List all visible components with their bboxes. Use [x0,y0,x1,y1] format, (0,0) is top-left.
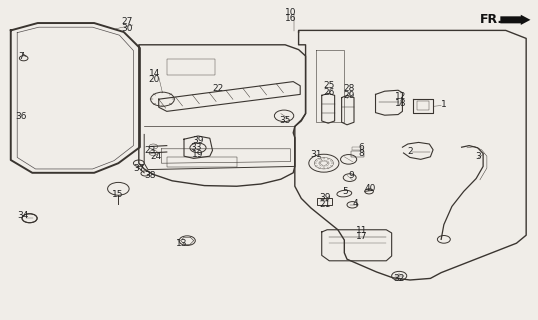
FancyArrow shape [500,15,530,25]
Text: 8: 8 [359,149,364,158]
Bar [167,59,215,75]
Text: 32: 32 [393,274,405,283]
Text: 13: 13 [176,239,188,248]
Text: 5: 5 [343,187,348,196]
Text: 27: 27 [122,17,133,26]
Text: FR.: FR. [480,13,503,26]
Text: 26: 26 [323,88,335,97]
Text: 16: 16 [285,14,296,23]
Text: 39: 39 [320,193,331,202]
Text: 35: 35 [279,116,291,124]
Text: 10: 10 [285,8,296,17]
Text: 19: 19 [192,150,204,159]
Text: 30: 30 [122,24,133,33]
Text: 3: 3 [475,152,480,161]
Text: 6: 6 [359,143,364,152]
Text: 1: 1 [441,100,447,109]
Text: 37: 37 [133,164,145,172]
Bar [351,151,364,157]
Text: 36: 36 [16,112,27,121]
Text: 14: 14 [148,69,160,78]
Text: 29: 29 [343,91,355,100]
Text: 39: 39 [192,136,204,145]
Text: 17: 17 [356,232,367,241]
Text: 7: 7 [19,52,24,60]
Text: 40: 40 [364,184,376,193]
Circle shape [22,214,37,223]
Text: 9: 9 [348,171,353,180]
Text: 25: 25 [323,81,335,90]
Text: 33: 33 [190,143,202,152]
Text: 28: 28 [343,84,355,93]
Text: 4: 4 [352,199,358,208]
Text: 18: 18 [395,99,407,108]
Text: 21: 21 [320,200,331,209]
Bar [352,147,362,150]
Text: 2: 2 [407,147,413,156]
Text: 31: 31 [310,150,322,159]
Text: 11: 11 [356,226,367,235]
Text: 22: 22 [213,84,223,92]
Text: 12: 12 [395,92,407,101]
Text: 23: 23 [144,146,155,155]
Text: 15: 15 [111,190,123,199]
Bar [417,101,429,110]
Text: 24: 24 [151,152,161,161]
Bar [317,198,332,205]
Text: 38: 38 [144,171,155,180]
Text: 34: 34 [17,211,29,220]
Text: 20: 20 [148,75,160,84]
Bar [167,157,237,167]
